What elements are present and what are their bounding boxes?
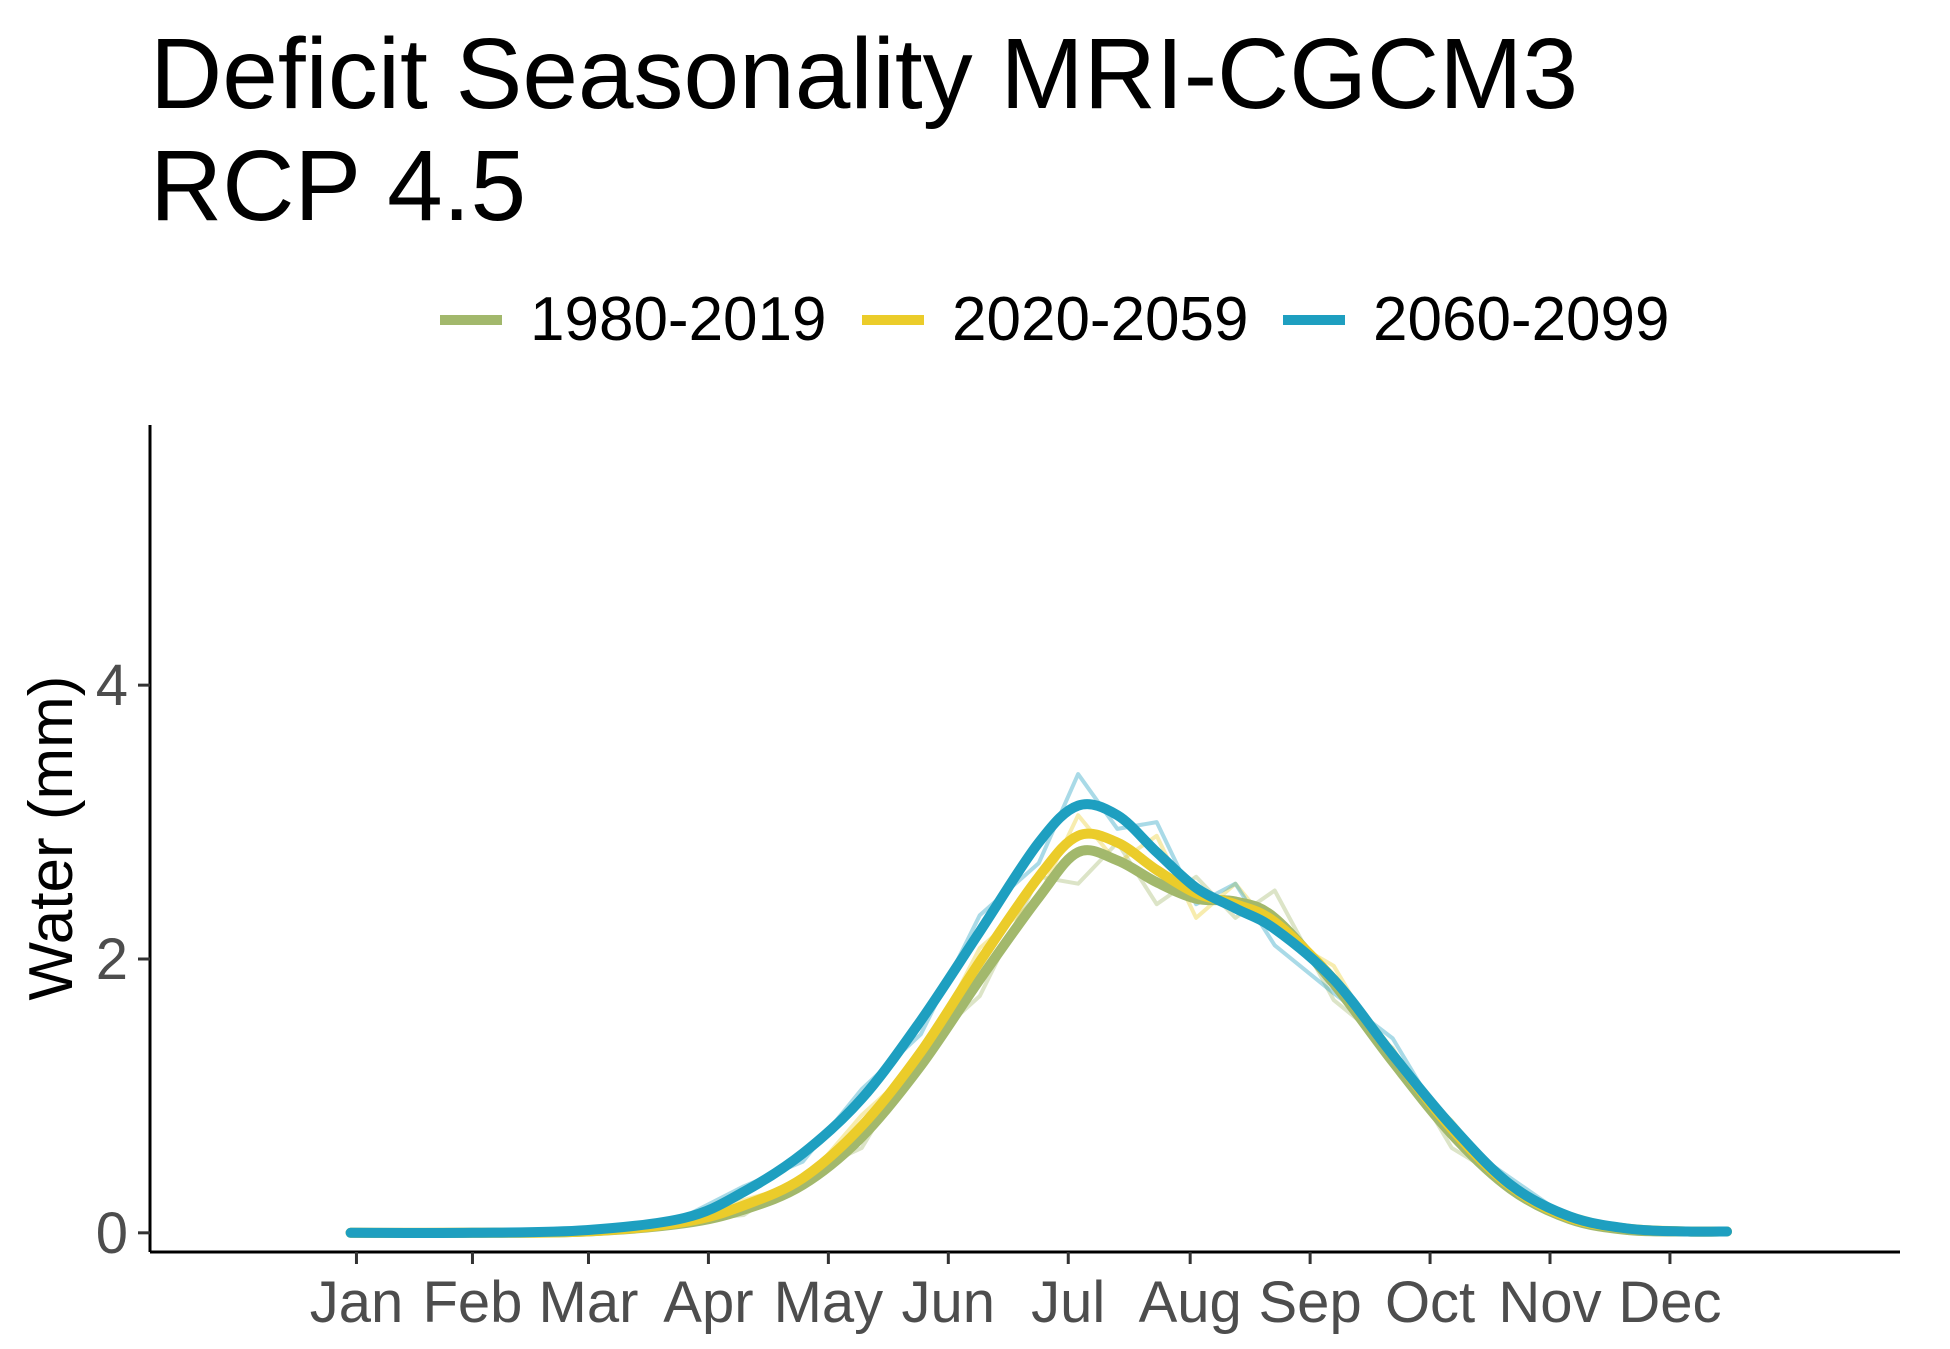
- x-tick-label: Dec: [1618, 1270, 1721, 1335]
- x-tick-label: Nov: [1498, 1270, 1601, 1335]
- y-tick-label: 4: [96, 653, 128, 718]
- x-tick-label: Apr: [663, 1270, 753, 1335]
- x-tick-label: Jul: [1031, 1270, 1105, 1335]
- legend-swatch: [862, 315, 924, 325]
- x-axis: Jan Feb Mar Apr May Jun Jul Aug Sep Oct Nov Dec: [310, 1252, 1722, 1335]
- chart-title-line-1: Deficit Seasonality MRI-CGCM3: [150, 18, 1579, 130]
- legend: 1980-2019 2020-2059 2060-2099: [0, 280, 1950, 360]
- x-tick-label: May: [774, 1270, 884, 1335]
- legend-swatch: [440, 315, 502, 325]
- y-tick-label: 2: [96, 927, 128, 992]
- chart-title-line-2: RCP 4.5: [150, 130, 527, 242]
- legend-label: 1980-2019: [530, 285, 827, 354]
- legend-label: 2020-2059: [952, 285, 1249, 354]
- legend-swatch: [1283, 315, 1345, 325]
- chart-title: Deficit Seasonality MRI-CGCM3 RCP 4.5: [150, 18, 1578, 242]
- series-line-2060-2099: [345, 799, 1732, 1239]
- y-axis-label: Water (mm): [17, 676, 86, 1001]
- series-line-1980-2019: [345, 845, 1732, 1238]
- y-axis: 0 2 4: [96, 653, 150, 1266]
- x-tick-label: Aug: [1139, 1270, 1242, 1335]
- x-tick-label: Sep: [1259, 1270, 1362, 1335]
- y-tick-label: 0: [96, 1201, 128, 1266]
- x-tick-label: Jun: [902, 1270, 996, 1335]
- x-tick-label: Jan: [310, 1270, 404, 1335]
- smoothed-series-layer: [345, 799, 1732, 1239]
- legend-label: 2060-2099: [1373, 285, 1670, 354]
- x-tick-label: Oct: [1385, 1270, 1475, 1335]
- x-tick-label: Feb: [422, 1270, 522, 1335]
- x-tick-label: Mar: [539, 1270, 639, 1335]
